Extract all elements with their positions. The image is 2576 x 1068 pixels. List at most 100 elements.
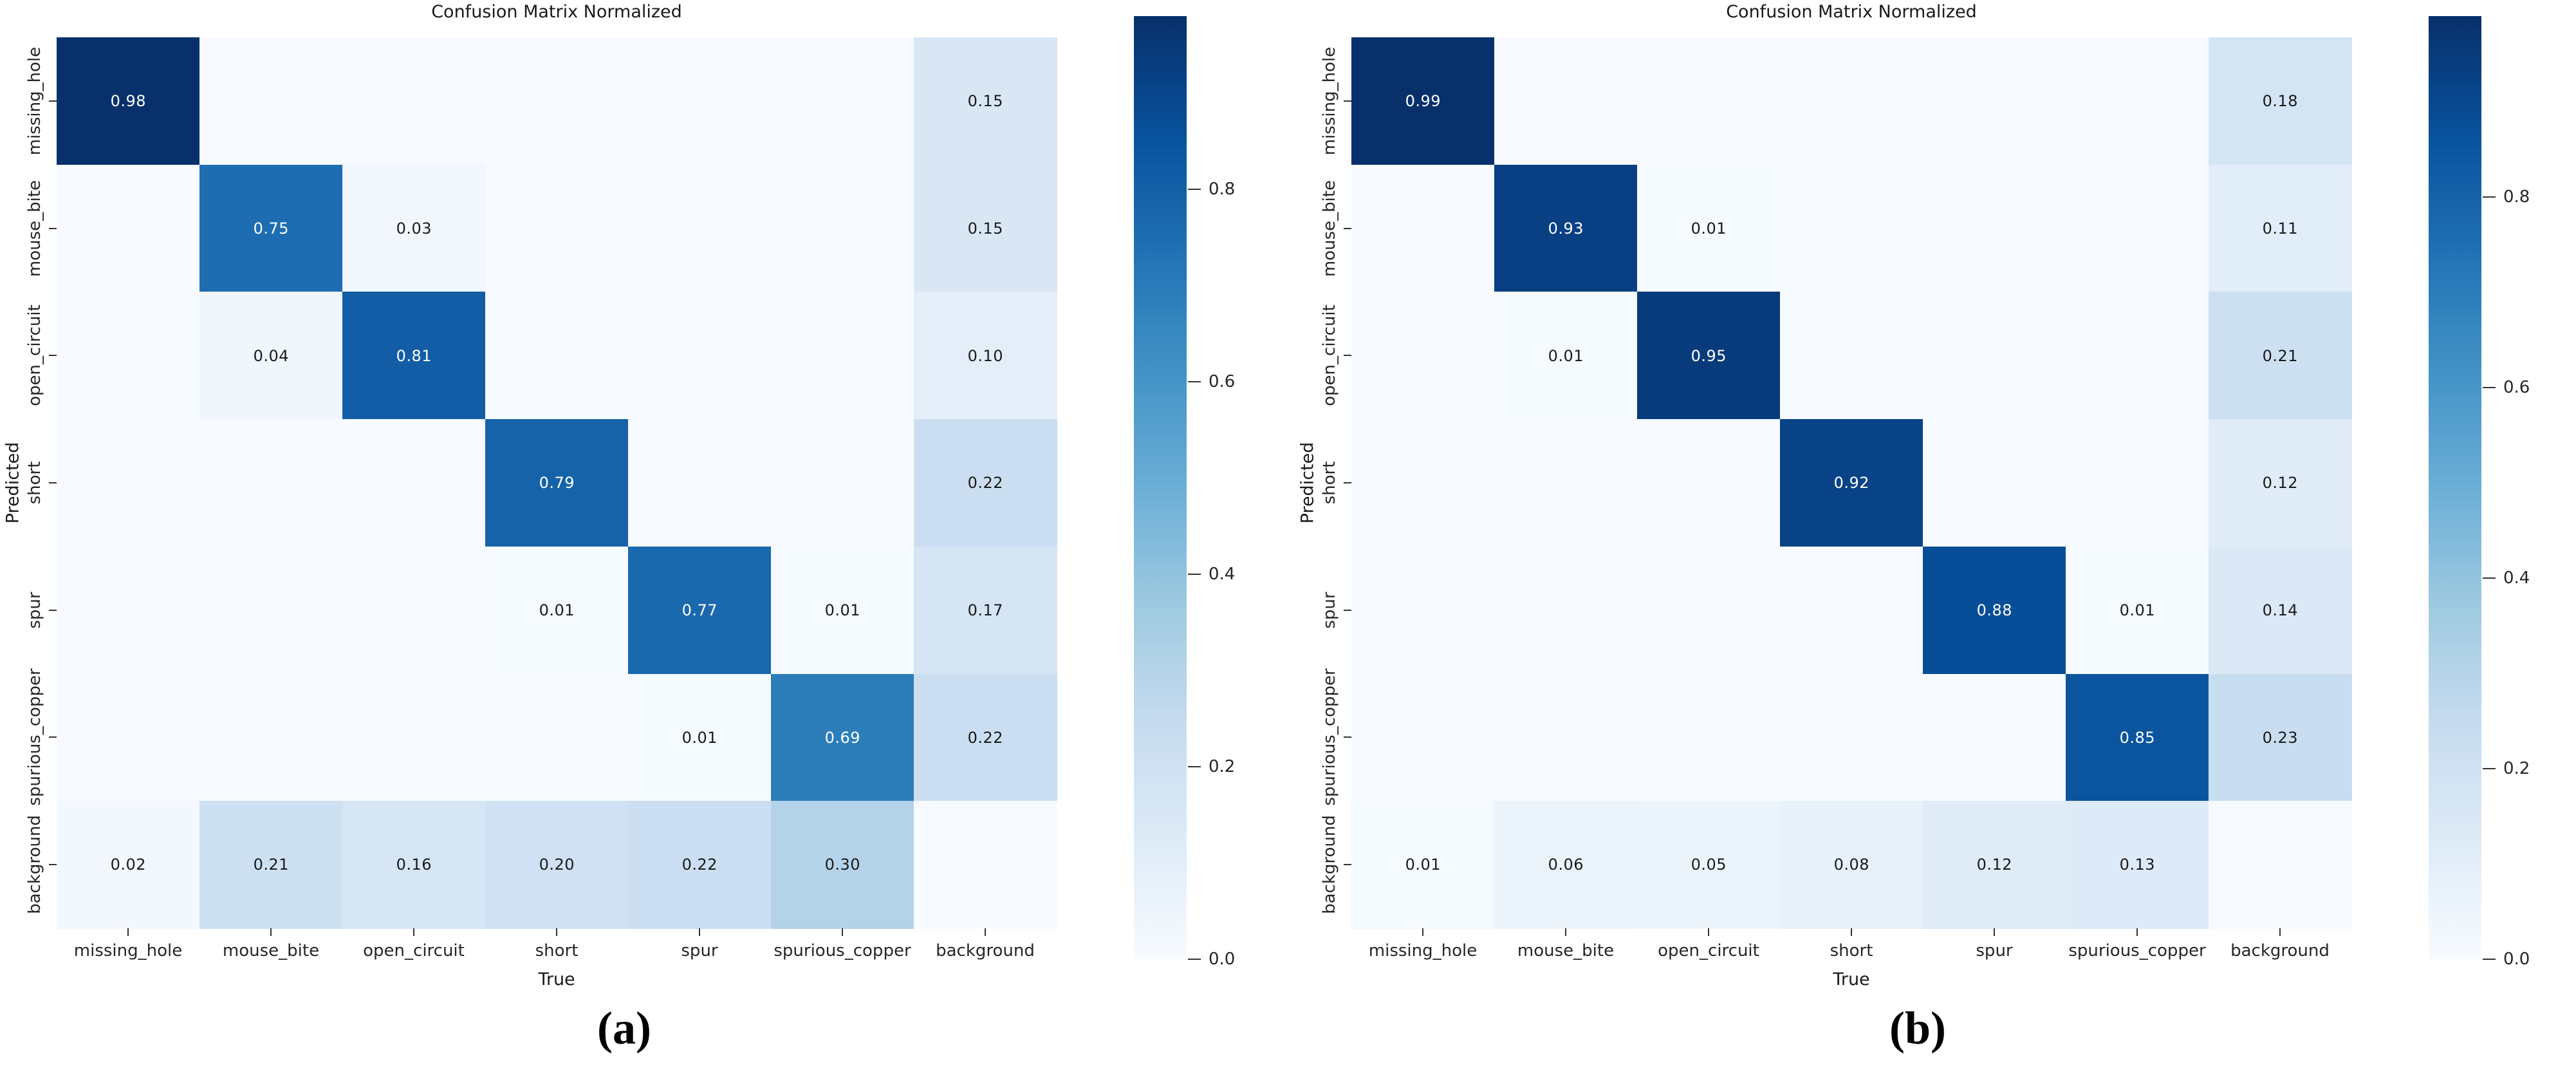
heatmap-cell bbox=[485, 673, 629, 801]
heatmap-cell bbox=[1351, 164, 1495, 293]
heatmap-cell: 0.10 bbox=[914, 292, 1057, 420]
heatmap-cell bbox=[57, 292, 200, 420]
heatmap-cell bbox=[1923, 37, 2066, 165]
heatmap-cell-value: 0.01 bbox=[1548, 346, 1584, 365]
y-tick-label: background bbox=[25, 815, 44, 915]
heatmap-cell bbox=[771, 292, 914, 420]
heatmap-cell: 0.06 bbox=[1494, 801, 1638, 929]
colorbar-tick-mark bbox=[2483, 959, 2496, 960]
y-tick-label: missing_hole bbox=[1320, 46, 1339, 156]
heatmap-cell bbox=[342, 546, 486, 675]
x-tick-mark bbox=[2136, 928, 2138, 936]
x-tick-mark bbox=[413, 928, 414, 936]
y-tick-label: open_circuit bbox=[25, 304, 44, 407]
heatmap-cell bbox=[1780, 292, 1923, 420]
heatmap-cell-value: 0.05 bbox=[1691, 856, 1727, 874]
y-tick-label: short bbox=[1320, 461, 1339, 505]
x-tick-label: open_circuit bbox=[363, 941, 465, 960]
heatmap-cell: 0.30 bbox=[771, 801, 914, 929]
heatmap-cell bbox=[199, 546, 343, 675]
heatmap-cell: 0.12 bbox=[1923, 801, 2066, 929]
heatmap-cell: 0.99 bbox=[1351, 37, 1495, 165]
heatmap-cell-value: 0.15 bbox=[967, 219, 1004, 238]
heatmap-cell bbox=[2209, 801, 2352, 929]
heatmap-cell: 0.01 bbox=[1351, 801, 1495, 929]
x-tick-mark bbox=[1422, 928, 1423, 936]
heatmap-cell: 0.85 bbox=[2066, 673, 2209, 801]
heatmap-cell bbox=[2066, 419, 2209, 547]
heatmap-cell-value: 0.12 bbox=[1976, 856, 2013, 874]
y-tick-mark bbox=[1344, 864, 1351, 866]
y-tick-mark bbox=[49, 736, 57, 738]
heatmap-cell-value: 0.01 bbox=[2119, 601, 2156, 619]
colorbar-tick-label: 0.2 bbox=[2503, 759, 2530, 779]
heatmap-cell: 0.95 bbox=[1637, 292, 1781, 420]
y-tick-mark bbox=[49, 864, 57, 866]
y-tick-mark bbox=[49, 355, 57, 357]
heatmap-cell-value: 0.10 bbox=[967, 346, 1004, 365]
heatmap-cell-value: 0.17 bbox=[967, 601, 1004, 619]
heatmap-cell bbox=[1637, 37, 1781, 165]
heatmap-cell-value: 0.21 bbox=[253, 856, 290, 874]
heatmap-cell-value: 0.69 bbox=[824, 728, 861, 747]
colorbar-tick-label: 0.0 bbox=[2503, 950, 2530, 969]
heatmap-cell bbox=[1351, 546, 1495, 675]
heatmap-cell-value: 0.99 bbox=[1405, 92, 1441, 111]
colorbar-tick-label: 0.6 bbox=[1209, 372, 1236, 392]
colorbar-tick-label: 0.6 bbox=[2503, 378, 2530, 398]
heatmap-cell bbox=[771, 419, 914, 547]
heatmap-cell bbox=[914, 801, 1057, 929]
heatmap-cell bbox=[2066, 37, 2209, 165]
heatmap-cell: 0.88 bbox=[1923, 546, 2066, 675]
heatmap-cell: 0.01 bbox=[771, 546, 914, 675]
heatmap-cell bbox=[1494, 673, 1638, 801]
heatmap-cell bbox=[57, 164, 200, 293]
heatmap-cell bbox=[771, 37, 914, 165]
heatmap-cell-value: 0.22 bbox=[967, 728, 1004, 747]
x-tick-mark bbox=[1565, 928, 1566, 936]
heatmap-cell bbox=[342, 419, 486, 547]
heatmap-cell: 0.77 bbox=[628, 546, 772, 675]
heatmap-cell bbox=[1637, 419, 1781, 547]
heatmap-cell-value: 0.85 bbox=[2119, 728, 2156, 747]
heatmap-cell-value: 0.01 bbox=[681, 728, 718, 747]
colorbar-tick-mark bbox=[1188, 381, 1201, 383]
y-tick-mark bbox=[1344, 355, 1351, 357]
heatmap-cell bbox=[1637, 546, 1781, 675]
heatmap-cell-value: 0.75 bbox=[253, 219, 290, 238]
y-tick-label: missing_hole bbox=[25, 46, 44, 156]
y-tick-mark bbox=[1344, 227, 1351, 229]
heatmap-cell-value: 0.21 bbox=[2262, 346, 2299, 365]
heatmap-cell bbox=[628, 419, 772, 547]
colorbar-tick-label: 0.0 bbox=[1209, 950, 1236, 969]
x-tick-mark bbox=[985, 928, 986, 936]
heatmap-cell: 0.13 bbox=[2066, 801, 2209, 929]
colorbar-gradient bbox=[2429, 16, 2481, 959]
colorbar-tick-label: 0.2 bbox=[1209, 757, 1236, 777]
heatmap-cell: 0.22 bbox=[628, 801, 772, 929]
heatmap-cell: 0.05 bbox=[1637, 801, 1781, 929]
x-tick-label: missing_hole bbox=[1368, 941, 1478, 960]
heatmap-cell bbox=[1494, 419, 1638, 547]
colorbar-tick-label: 0.4 bbox=[1209, 565, 1236, 585]
y-axis-label: Predicted bbox=[1297, 442, 1318, 524]
heatmap-cell: 0.21 bbox=[2209, 292, 2352, 420]
heatmap-cell: 0.04 bbox=[199, 292, 343, 420]
panel-caption: (b) bbox=[1889, 1002, 1946, 1054]
heatmap-cell: 0.08 bbox=[1780, 801, 1923, 929]
heatmap-cell-value: 0.03 bbox=[396, 219, 432, 238]
y-tick-label: background bbox=[1320, 815, 1339, 915]
heatmap-cell bbox=[1494, 37, 1638, 165]
heatmap-cell: 0.01 bbox=[1494, 292, 1638, 420]
y-tick-label: short bbox=[25, 461, 44, 505]
heatmap-cell-value: 0.11 bbox=[2262, 219, 2299, 238]
heatmap-cell-value: 0.13 bbox=[2119, 856, 2156, 874]
y-tick-mark bbox=[1344, 482, 1351, 483]
y-tick-mark bbox=[1344, 609, 1351, 611]
heatmap-cell: 0.15 bbox=[914, 37, 1057, 165]
heatmap-cell: 0.01 bbox=[1637, 164, 1781, 293]
heatmap-cell: 0.17 bbox=[914, 546, 1057, 675]
y-tick-mark bbox=[49, 100, 57, 102]
heatmap-cell bbox=[1351, 673, 1495, 801]
heatmap-cell-value: 0.15 bbox=[967, 92, 1004, 111]
